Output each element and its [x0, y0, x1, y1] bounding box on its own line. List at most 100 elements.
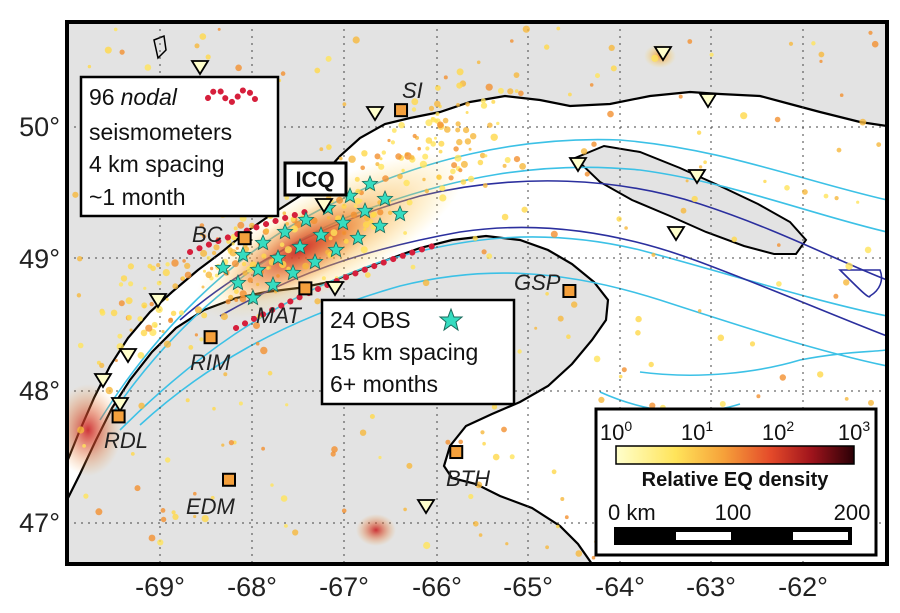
- eq-speckle: [472, 235, 478, 241]
- eq-speckle: [480, 430, 485, 435]
- nodal-line-north: [187, 209, 308, 255]
- eq-speckle: [156, 280, 162, 286]
- eq-speckle: [482, 441, 486, 446]
- eq-speckle: [475, 481, 483, 489]
- eq-density-rdl: [67, 384, 122, 476]
- eq-speckle: [284, 246, 292, 254]
- eq-speckle: [391, 128, 397, 133]
- station-label-mat: MAT: [256, 303, 302, 328]
- eq-speckle: [591, 555, 596, 560]
- eq-speckle: [868, 30, 873, 35]
- nodal-count: 96: [89, 84, 115, 110]
- eq-speckle: [206, 256, 211, 260]
- eq-speckle: [518, 90, 524, 97]
- eq-speckle: [651, 54, 659, 62]
- eq-speckle: [788, 41, 794, 46]
- nodal-line4: ~1 month: [89, 184, 186, 210]
- icq-label-box: ICQ: [283, 161, 348, 197]
- station-triangle: [365, 106, 385, 122]
- station-triangle: [666, 226, 686, 242]
- eq-speckle: [199, 337, 204, 342]
- obs-star: [334, 213, 352, 231]
- eq-speckle: [140, 329, 148, 337]
- eq-speckle: [341, 203, 347, 209]
- colorbar: [615, 445, 855, 465]
- eq-speckle: [649, 402, 656, 409]
- station-triangle: [118, 348, 138, 364]
- eq-speckle: [397, 173, 403, 180]
- eq-speckle: [113, 27, 118, 32]
- eq-speckle: [616, 216, 622, 222]
- eq-speckle: [465, 111, 469, 114]
- lon-tick: -63°: [686, 572, 736, 602]
- eq-speckle: [314, 67, 321, 74]
- eq-speckle: [480, 102, 488, 109]
- eq-speckle: [477, 159, 484, 166]
- eq-speckle: [403, 507, 407, 512]
- eq-speckle: [280, 495, 288, 502]
- eq-speckle: [114, 359, 118, 362]
- eq-speckle: [438, 140, 445, 147]
- eq-speckle: [282, 211, 287, 215]
- eq-speckle: [266, 266, 270, 270]
- eq-speckle: [350, 211, 358, 219]
- eq-speckle: [584, 171, 590, 177]
- eq-speckle: [439, 185, 446, 192]
- eq-speckle: [460, 160, 468, 168]
- eq-speckle: [127, 263, 134, 270]
- eq-speckle: [731, 236, 738, 243]
- eq-speckle: [490, 133, 498, 141]
- eq-speckle: [247, 277, 253, 283]
- eq-speckle: [270, 483, 274, 487]
- eq-speckle: [818, 51, 825, 58]
- nodal-box-frame: [79, 75, 280, 218]
- eq-speckle: [160, 516, 167, 523]
- eq-speckle: [456, 82, 463, 89]
- lon-tick: -62°: [778, 572, 828, 602]
- eq-speckle: [422, 153, 429, 160]
- eq-speckle: [434, 136, 437, 140]
- station-triangle: [687, 169, 707, 185]
- eq-speckle: [181, 276, 185, 280]
- eq-speckle: [231, 242, 235, 246]
- eq-speckle: [473, 521, 479, 527]
- obs-star: [244, 288, 262, 306]
- lon-tick: -64°: [595, 572, 645, 602]
- eq-speckle: [141, 302, 148, 309]
- eq-speckle: [608, 44, 615, 52]
- station-square-rdl: [111, 409, 126, 424]
- eq-speckle: [575, 550, 583, 557]
- eq-speckle: [406, 199, 413, 206]
- eq-speckle: [871, 40, 879, 48]
- eq-speckle: [648, 361, 654, 368]
- eq-speckle: [249, 261, 257, 269]
- station-triangle: [325, 281, 345, 297]
- obs-star: [254, 233, 272, 251]
- eq-speckle: [478, 533, 483, 537]
- eq-speckle: [740, 112, 748, 120]
- eq-speckle: [571, 301, 578, 308]
- station-label-si: SI: [402, 78, 423, 103]
- eq-speckle: [438, 149, 443, 154]
- eq-speckle: [817, 371, 824, 378]
- eq-speckle: [502, 163, 507, 168]
- obs-star: [297, 210, 315, 228]
- eq-speckle: [145, 324, 153, 332]
- eq-speckle: [519, 163, 526, 170]
- obs-line1: 24 OBS: [330, 307, 411, 333]
- obs-star-legend-icon: [438, 307, 464, 332]
- eq-speckle: [217, 27, 221, 31]
- eq-speckle: [379, 157, 383, 161]
- station-square-mat: [298, 281, 313, 296]
- eq-speckle: [717, 334, 725, 342]
- obs-star: [229, 273, 247, 291]
- eq-speckle: [595, 73, 600, 79]
- eq-speckle: [568, 92, 572, 97]
- eq-speckle: [326, 144, 332, 150]
- eq-speckle: [485, 83, 493, 91]
- eq-speckle: [228, 294, 234, 300]
- eq-speckle: [580, 148, 588, 155]
- eq-speckle: [834, 196, 839, 201]
- eq-speckle: [149, 301, 154, 307]
- eq-speckle: [260, 346, 268, 355]
